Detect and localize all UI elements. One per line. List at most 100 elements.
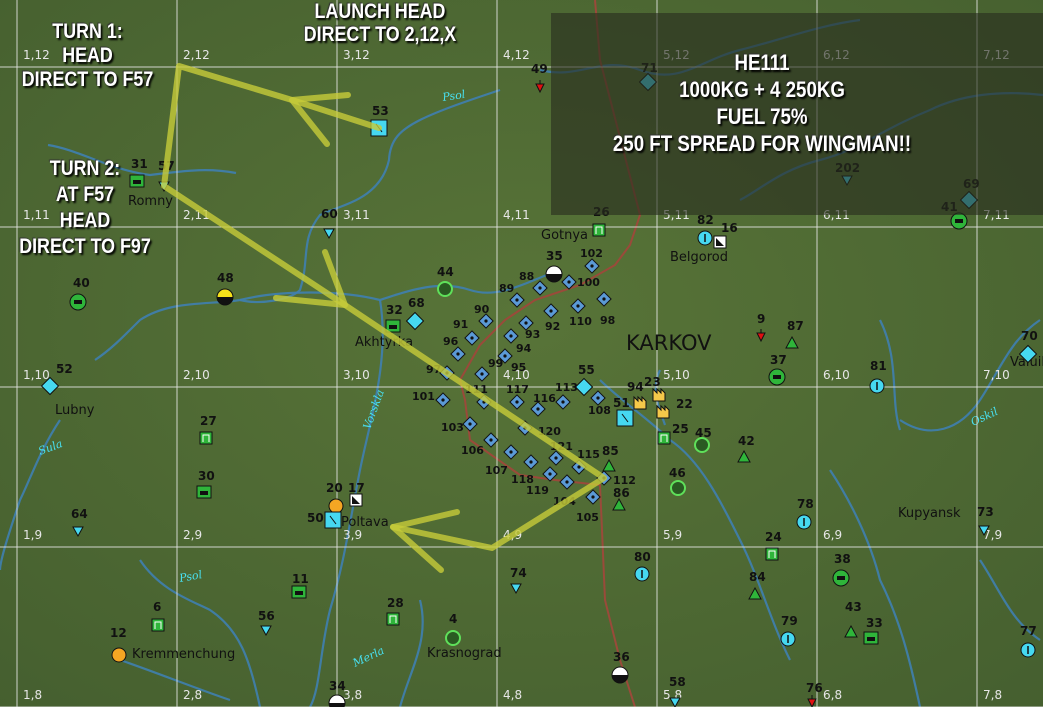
map-marker-30[interactable]: 30 [196, 469, 215, 499]
map-marker-50[interactable]: 50 [307, 511, 342, 529]
marker-label: 30 [198, 469, 215, 483]
map-marker-98[interactable]: 98 [596, 291, 615, 327]
map-marker-79[interactable]: 79 [780, 614, 798, 647]
map-marker-35[interactable]: 35 [545, 249, 563, 283]
map-marker-101[interactable]: 101 [412, 390, 451, 408]
map-marker-42[interactable]: 42 [737, 434, 755, 463]
map-marker-53[interactable]: 53 [370, 104, 389, 137]
map-marker-52[interactable]: 52 [40, 362, 73, 396]
map-marker-4[interactable]: 4 [445, 612, 461, 646]
marker-label: 49 [531, 62, 548, 76]
map-marker-93[interactable]: 93 [518, 315, 540, 341]
waypoint-triangle-icon [323, 228, 335, 240]
map-marker-85[interactable]: 85 [602, 444, 619, 472]
map-marker-24[interactable]: 24 [765, 530, 782, 561]
map-marker-117[interactable]: 117 [506, 383, 529, 410]
map-marker-118[interactable]: 118 [511, 454, 539, 486]
map-marker-37[interactable]: 37 [768, 353, 787, 386]
map-marker-45[interactable]: 45 [694, 426, 712, 453]
map-marker-94[interactable]: 94 [627, 380, 647, 410]
map-marker-44[interactable]: 44 [437, 265, 454, 297]
map-marker-48[interactable]: 48 [216, 271, 234, 306]
map-marker-119[interactable]: 119 [526, 466, 558, 497]
map-marker-11[interactable]: 11 [291, 572, 309, 599]
map-marker-80[interactable]: 80 [634, 550, 651, 582]
map-marker-77[interactable]: 77 [1020, 624, 1037, 658]
markers-layer[interactable]: 4971533157602682162026941443548403268987… [40, 61, 1038, 707]
map-marker-99[interactable]: 99 [474, 357, 503, 382]
map-marker-74[interactable]: 74 [510, 566, 527, 595]
map-marker-68[interactable]: 68 [405, 296, 425, 331]
map-marker-70[interactable]: 70 [1018, 329, 1038, 364]
map-marker-9[interactable]: 9 [756, 312, 766, 343]
map-marker-6[interactable]: 6 [151, 600, 165, 632]
map-marker-16[interactable]: 16 [713, 221, 738, 249]
map-marker-96[interactable]: 96 [443, 335, 466, 362]
map-marker-100[interactable]: 100 [561, 274, 600, 290]
map-marker-28[interactable]: 28 [386, 596, 404, 626]
aaa-triangle-icon [602, 458, 616, 472]
map-marker-49[interactable]: 49 [531, 62, 548, 94]
map-marker-56[interactable]: 56 [258, 609, 275, 637]
armor-mark [955, 219, 963, 223]
map-marker-55[interactable]: 55 [574, 363, 595, 397]
map-marker-25[interactable]: 25 [657, 422, 689, 445]
place-kremmenchung: Kremmenchung [132, 647, 235, 662]
depot-mark [660, 434, 668, 442]
aaa-triangle-icon [748, 586, 762, 600]
map-marker-58[interactable]: 58 [669, 675, 686, 707]
place-lubny: Lubny [55, 403, 95, 418]
map-marker-110[interactable]: 110 [569, 298, 592, 328]
map-marker-92[interactable]: 92 [543, 303, 560, 333]
map-marker-103[interactable]: 103 [441, 416, 478, 434]
map-marker-40[interactable]: 40 [69, 276, 90, 311]
map-marker-107[interactable]: 107 [485, 444, 519, 477]
grid-label: 7,9 [983, 528, 1002, 542]
map-marker-105[interactable]: 105 [576, 489, 601, 524]
armor-mark [200, 491, 208, 495]
marker-label: 42 [738, 434, 755, 448]
map-marker-36[interactable]: 36 [611, 650, 630, 684]
target-dot [529, 460, 533, 464]
map-marker-106[interactable]: 106 [461, 432, 499, 457]
map-marker-27[interactable]: 27 [199, 414, 217, 445]
map-marker-76[interactable]: 76 [806, 681, 823, 707]
map-marker-73[interactable]: 73 [977, 505, 994, 537]
map-marker-22[interactable]: 22 [656, 397, 693, 419]
map-marker-17[interactable]: 17 [348, 481, 365, 507]
river [239, 88, 501, 304]
map-marker-102[interactable]: 102 [580, 247, 603, 274]
map-marker-82[interactable]: 82 [697, 213, 714, 246]
map-marker-34[interactable]: 34 [328, 679, 346, 707]
map-marker-38[interactable]: 38 [832, 552, 851, 587]
map-marker-51[interactable]: 51 [613, 396, 634, 427]
map-marker-12[interactable]: 12 [110, 626, 127, 663]
map-marker-116[interactable]: 116 [530, 392, 556, 417]
map-marker-88[interactable]: 88 [519, 270, 548, 296]
turn2-line: TURN 2: [49, 157, 121, 180]
map-marker-33[interactable]: 33 [863, 616, 883, 645]
map-marker-113[interactable]: 113 [555, 381, 578, 410]
map-marker-64[interactable]: 64 [71, 507, 88, 538]
marker-label: 31 [131, 157, 148, 171]
map-marker-87[interactable]: 87 [785, 319, 804, 349]
map-marker-89[interactable]: 89 [499, 282, 525, 308]
map-marker-90[interactable]: 90 [474, 303, 494, 329]
marker-label: 81 [870, 359, 887, 373]
map-marker-95[interactable]: 95 [497, 348, 526, 374]
map-marker-23[interactable]: 23 [644, 375, 666, 402]
map-marker-108[interactable]: 108 [588, 390, 611, 417]
map-marker-60[interactable]: 60 [321, 207, 338, 240]
map-marker-91[interactable]: 91 [453, 318, 480, 346]
map-marker-32[interactable]: 32 [385, 303, 403, 333]
map-marker-78[interactable]: 78 [796, 497, 814, 530]
map-marker-31[interactable]: 31 [129, 157, 148, 188]
map-marker-81[interactable]: 81 [869, 359, 887, 394]
map-marker-94[interactable]: 94 [503, 328, 532, 355]
map-marker-86[interactable]: 86 [612, 486, 630, 511]
map-marker-20[interactable]: 20 [326, 481, 344, 514]
map-marker-43[interactable]: 43 [844, 600, 862, 638]
map-marker-84[interactable]: 84 [748, 570, 766, 600]
map-marker-46[interactable]: 46 [669, 466, 686, 496]
